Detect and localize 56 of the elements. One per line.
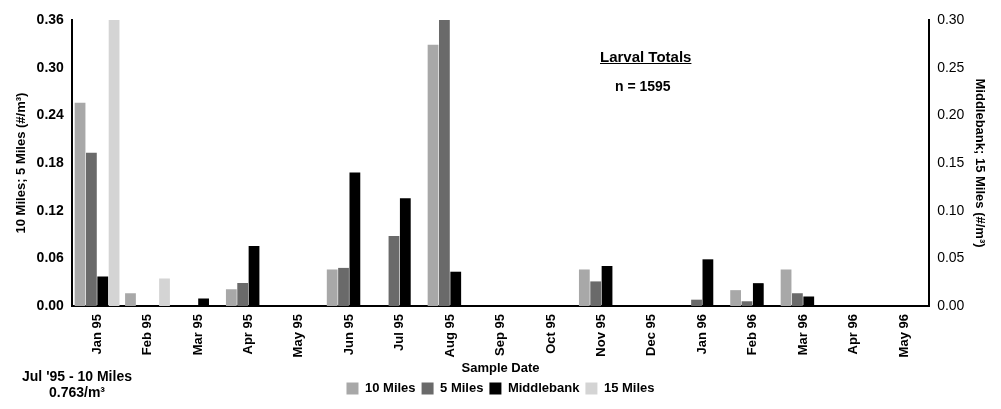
x-tick-label: Aug 95 <box>441 314 457 358</box>
bar <box>439 20 450 307</box>
bar <box>427 44 439 307</box>
x-tick-label: May 96 <box>895 314 911 358</box>
y-tick-label: 0.12 <box>36 201 65 218</box>
legend-label: Middlebank <box>507 380 581 396</box>
x-axis-title: Sample Date <box>461 359 540 375</box>
bar <box>338 267 349 307</box>
y2-tick-label: 0.05 <box>937 249 965 266</box>
bar <box>86 152 97 307</box>
x-tick-label: Oct 95 <box>542 314 558 354</box>
y-tick-label: 0.18 <box>36 153 65 170</box>
bar <box>74 102 86 307</box>
bar <box>225 289 237 307</box>
legend-label: 5 Miles <box>440 380 484 396</box>
y-tick-label: 0.06 <box>36 249 65 266</box>
x-tick-label: Mar 95 <box>189 314 205 356</box>
x-tick-label: Dec 95 <box>643 314 659 356</box>
bar <box>780 269 792 307</box>
bar <box>730 290 742 307</box>
y2-axis-title: Middlebank; 15 Miles (#/m³) <box>972 78 988 248</box>
bar <box>578 269 590 307</box>
x-tick-label: Jul 95 <box>391 314 407 351</box>
y-axis-title: 10 Miles; 5 Miles (#/m³) <box>13 92 29 234</box>
annotation: n = 1595 <box>615 78 671 94</box>
y2-tick-label: 0.25 <box>937 58 965 75</box>
y-tick-label: 0.24 <box>36 106 65 123</box>
y2-tick-label: 0.10 <box>937 201 965 218</box>
x-tick-label: Nov 95 <box>592 314 608 357</box>
x-tick-label: Sep 95 <box>492 314 508 356</box>
x-tick-label: Apr 96 <box>845 314 861 355</box>
y-tick-label: 0.36 <box>36 10 65 27</box>
y2-tick-label: 0.20 <box>937 106 965 123</box>
y2-tick-label: 0.15 <box>937 153 965 170</box>
bar <box>159 278 170 307</box>
x-tick-label: Feb 96 <box>744 314 760 356</box>
x-tick-label: Jun 95 <box>340 314 356 356</box>
x-tick-label: May 95 <box>290 314 306 358</box>
y-tick-label: 0.30 <box>36 58 65 75</box>
annotation: Larval Totals <box>600 48 692 65</box>
x-tick-label: Jan 96 <box>693 314 709 355</box>
text: Jul '95 - 10 Miles 0.763/m³ <box>21 368 133 400</box>
legend-label: 10 Miles <box>364 380 416 396</box>
x-tick-label: Mar 96 <box>794 314 810 356</box>
x-tick-label: Feb 95 <box>139 314 155 356</box>
legend-label: 15 Miles <box>603 380 655 396</box>
bar <box>691 299 702 307</box>
y2-tick-label: 0.00 <box>937 296 965 313</box>
y-tick-label: 0.00 <box>36 296 65 313</box>
x-tick-label: Apr 95 <box>239 314 255 355</box>
bar <box>125 293 136 307</box>
bar <box>108 20 120 307</box>
y2-tick-label: 0.30 <box>937 10 965 27</box>
bar <box>741 301 753 307</box>
bar <box>326 269 338 307</box>
x-tick-label: Jan 95 <box>88 314 104 355</box>
